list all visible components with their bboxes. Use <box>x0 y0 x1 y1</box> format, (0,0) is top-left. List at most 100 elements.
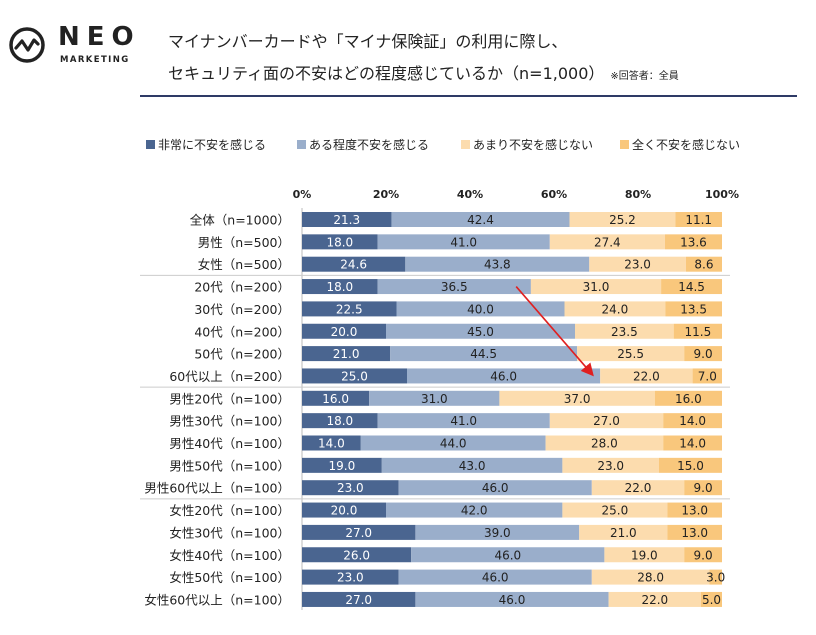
data-label: 14.0 <box>679 414 706 428</box>
bar-segment <box>591 480 685 496</box>
bar-segment <box>302 569 399 585</box>
category-label: 20代（n=200） <box>194 280 290 295</box>
category-label: 男性30代（n=100） <box>169 414 290 429</box>
bar-segment <box>381 457 563 473</box>
data-label: 14.5 <box>678 280 705 294</box>
bar-segment <box>302 591 416 607</box>
data-label: 27.4 <box>594 235 621 249</box>
data-label: 46.0 <box>482 481 509 495</box>
chart-title-line1: マイナンバーカードや「マイナ保険証」の利用に際し、 <box>168 32 568 51</box>
bar-segment <box>302 502 386 518</box>
data-label: 18.0 <box>326 414 353 428</box>
data-label: 28.0 <box>591 437 618 451</box>
bar-segment <box>391 212 570 227</box>
bar-segment <box>302 435 361 451</box>
data-label: 27.0 <box>345 526 372 540</box>
x-tick-label: 20% <box>373 188 399 201</box>
bar-segment <box>684 547 722 563</box>
bar-segment <box>407 368 601 384</box>
data-label: 27.0 <box>593 414 620 428</box>
bar-segment <box>600 368 693 384</box>
brand-logo-icon <box>9 27 45 63</box>
data-label: 46.0 <box>482 571 509 585</box>
category-label: 全体（n=1000） <box>190 213 290 228</box>
data-label: 23.0 <box>337 481 364 495</box>
bar-segment <box>589 256 686 272</box>
bar-segment <box>302 524 416 540</box>
bar-segment <box>415 591 609 607</box>
data-label: 41.0 <box>450 414 477 428</box>
bar-segment <box>684 346 722 362</box>
data-label: 44.0 <box>440 437 467 451</box>
data-label: 22.0 <box>633 369 660 383</box>
data-label: 43.0 <box>459 459 486 473</box>
bar-segment <box>701 591 722 607</box>
bar-segment <box>564 301 666 317</box>
legend-swatch <box>461 140 470 149</box>
data-label: 28.0 <box>637 571 664 585</box>
data-label: 8.6 <box>694 258 713 272</box>
bar-segment <box>377 279 531 295</box>
x-tick-label: 80% <box>625 188 651 201</box>
data-label: 24.6 <box>340 258 367 272</box>
chart-title-line2: セキュリティ面の不安はどの程度感じているか（n=1,000） ※回答者：全員 <box>168 60 679 84</box>
data-label: 31.0 <box>421 392 448 406</box>
data-label: 26.0 <box>343 548 370 562</box>
category-label: 女性（n=500） <box>198 257 290 272</box>
data-label: 41.0 <box>450 235 477 249</box>
bar-segment <box>398 569 592 585</box>
header: NEO MARKETING マイナンバーカードや「マイナ保険証」の利用に際し、 … <box>0 0 816 100</box>
brand-sub: MARKETING <box>60 55 130 65</box>
bar-segment <box>654 390 722 406</box>
bar-segment <box>577 346 685 362</box>
category-label: 男性50代（n=100） <box>169 458 290 473</box>
data-label: 43.8 <box>484 258 511 272</box>
bar-segment <box>302 301 397 317</box>
data-label: 18.0 <box>326 280 353 294</box>
data-label: 45.0 <box>467 325 494 339</box>
category-label: 60代以上（n=200） <box>169 369 290 384</box>
bar-segment <box>549 234 665 250</box>
bar-segment <box>663 413 722 429</box>
data-label: 11.5 <box>684 325 711 339</box>
data-label: 23.0 <box>337 571 364 585</box>
data-label: 39.0 <box>484 526 511 540</box>
data-label: 18.0 <box>326 235 353 249</box>
brand-name: NEO <box>58 22 141 52</box>
bar-segment <box>302 323 386 339</box>
bar-segment <box>396 301 565 317</box>
annotation-arrow <box>515 286 594 377</box>
category-label: 男性（n=500） <box>198 235 290 250</box>
data-label: 9.0 <box>694 347 713 361</box>
bar-segment <box>667 524 722 540</box>
data-label: 22.5 <box>336 302 363 316</box>
data-label: 46.0 <box>499 593 526 607</box>
data-label: 3.0 <box>706 571 725 585</box>
data-label: 13.6 <box>680 235 707 249</box>
data-label: 27.0 <box>345 593 372 607</box>
bar-segment <box>415 524 580 540</box>
category-label: 女性30代（n=100） <box>169 525 290 540</box>
category-label: 女性60代以上（n=100） <box>144 592 290 607</box>
data-label: 24.0 <box>602 302 629 316</box>
bar-segment <box>608 591 701 607</box>
data-label: 23.0 <box>624 258 651 272</box>
bar-segment <box>377 234 550 250</box>
bar-segment <box>302 390 370 406</box>
data-label: 25.0 <box>341 369 368 383</box>
bar-segment <box>302 212 392 227</box>
data-label: 13.0 <box>681 504 708 518</box>
chart-title-line2-text: セキュリティ面の不安はどの程度感じているか（n=1,000） <box>168 64 605 83</box>
bar-segment <box>709 569 722 585</box>
bar-segment <box>667 502 722 518</box>
data-label: 25.5 <box>617 347 644 361</box>
bar-segment <box>684 480 722 496</box>
bar-segment <box>302 234 378 250</box>
bar-segment <box>302 368 407 384</box>
bar-segment <box>377 413 550 429</box>
bar-segment <box>591 569 710 585</box>
x-tick-label: 100% <box>705 188 739 201</box>
data-label: 25.0 <box>602 504 629 518</box>
data-label: 40.0 <box>467 302 494 316</box>
